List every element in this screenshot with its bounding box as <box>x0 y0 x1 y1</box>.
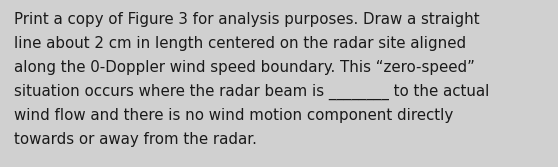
Text: situation occurs where the radar beam is ________ to the actual: situation occurs where the radar beam is… <box>14 84 489 100</box>
Text: along the 0-Doppler wind speed boundary. This “zero-speed”: along the 0-Doppler wind speed boundary.… <box>14 60 475 75</box>
Text: line about 2 cm in length centered on the radar site aligned: line about 2 cm in length centered on th… <box>14 36 466 51</box>
Text: wind flow and there is no wind motion component directly: wind flow and there is no wind motion co… <box>14 108 453 123</box>
Text: towards or away from the radar.: towards or away from the radar. <box>14 132 257 147</box>
Text: Print a copy of Figure 3 for analysis purposes. Draw a straight: Print a copy of Figure 3 for analysis pu… <box>14 12 480 27</box>
